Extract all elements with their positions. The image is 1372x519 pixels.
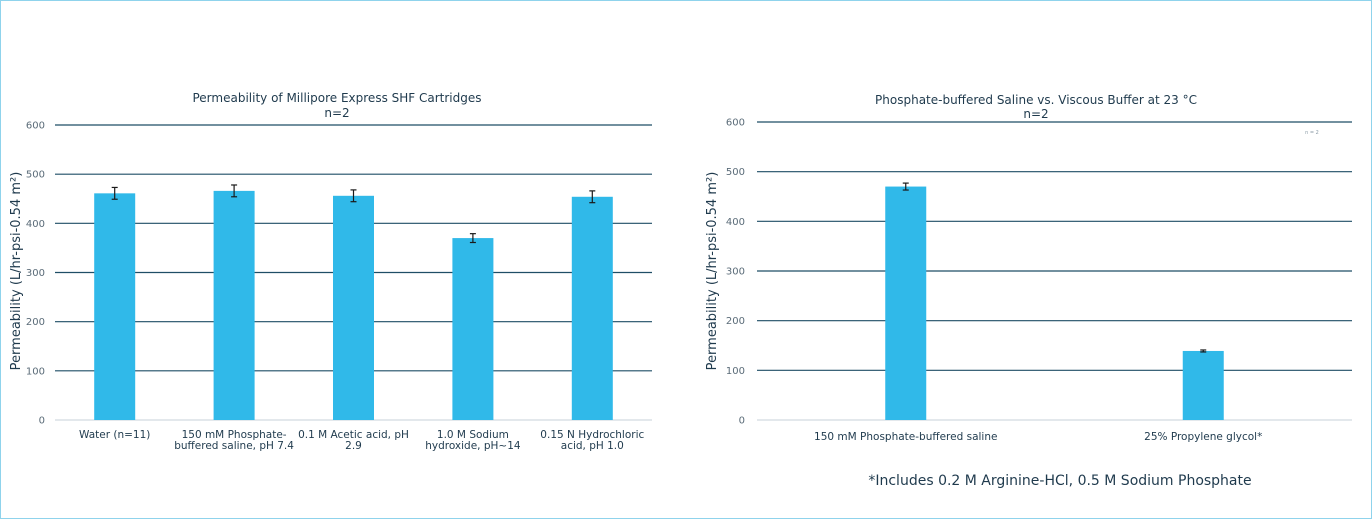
- x-category-label: 25% Propylene glycol*: [1144, 431, 1262, 443]
- corner-note: n = 2: [1305, 130, 1319, 136]
- y-tick-label: 500: [26, 170, 45, 181]
- chart-right-pbs-vs-viscous: Phosphate-buffered Saline vs. Viscous Bu…: [705, 93, 1352, 489]
- y-tick-label: 0: [39, 416, 45, 427]
- chart-title: Phosphate-buffered Saline vs. Viscous Bu…: [875, 93, 1197, 107]
- y-tick-label: 100: [726, 366, 745, 377]
- y-axis-label: Permeability (L/hr-psi-0.54 m²): [705, 172, 720, 371]
- y-tick-label: 400: [726, 217, 745, 228]
- chart-left-permeability-shf: Permeability of Millipore Express SHF Ca…: [9, 91, 652, 452]
- chart-subtitle: n=2: [1023, 107, 1048, 121]
- bar: [571, 196, 613, 420]
- x-category-label: acid, pH 1.0: [561, 440, 624, 452]
- footnote: *Includes 0.2 M Arginine-HCl, 0.5 M Sodi…: [868, 473, 1251, 489]
- y-tick-label: 600: [726, 118, 745, 129]
- x-category-label: buffered saline, pH 7.4: [174, 440, 294, 452]
- y-tick-label: 200: [26, 317, 45, 328]
- y-tick-label: 300: [726, 267, 745, 278]
- x-category-label: 1.0 M Sodium: [437, 429, 509, 441]
- x-category-label: 0.15 N Hydrochloric: [540, 429, 644, 441]
- chart-title: Permeability of Millipore Express SHF Ca…: [192, 91, 481, 105]
- y-tick-label: 200: [726, 316, 745, 327]
- y-tick-label: 0: [739, 416, 745, 427]
- x-category-label: 150 mM Phosphate-: [182, 429, 287, 441]
- y-tick-label: 500: [726, 167, 745, 178]
- x-category-label: hydroxide, pH~14: [425, 440, 521, 452]
- y-tick-label: 300: [26, 268, 45, 279]
- y-tick-label: 100: [26, 366, 45, 377]
- bar: [94, 193, 136, 420]
- bar: [885, 186, 927, 420]
- x-category-label: 2.9: [345, 440, 362, 452]
- y-axis-label: Permeability (L/hr-psi-0.54 m²): [9, 172, 24, 371]
- bar: [333, 195, 374, 420]
- x-category-label: 150 mM Phosphate-buffered saline: [814, 431, 997, 443]
- x-category-label: Water (n=11): [79, 429, 150, 441]
- y-tick-label: 600: [26, 121, 45, 132]
- chart-subtitle: n=2: [324, 106, 349, 120]
- bar: [213, 190, 255, 420]
- bar: [452, 238, 494, 420]
- x-category-label: 0.1 M Acetic acid, pH: [298, 429, 409, 441]
- y-tick-label: 400: [26, 219, 45, 230]
- bar: [1182, 350, 1224, 420]
